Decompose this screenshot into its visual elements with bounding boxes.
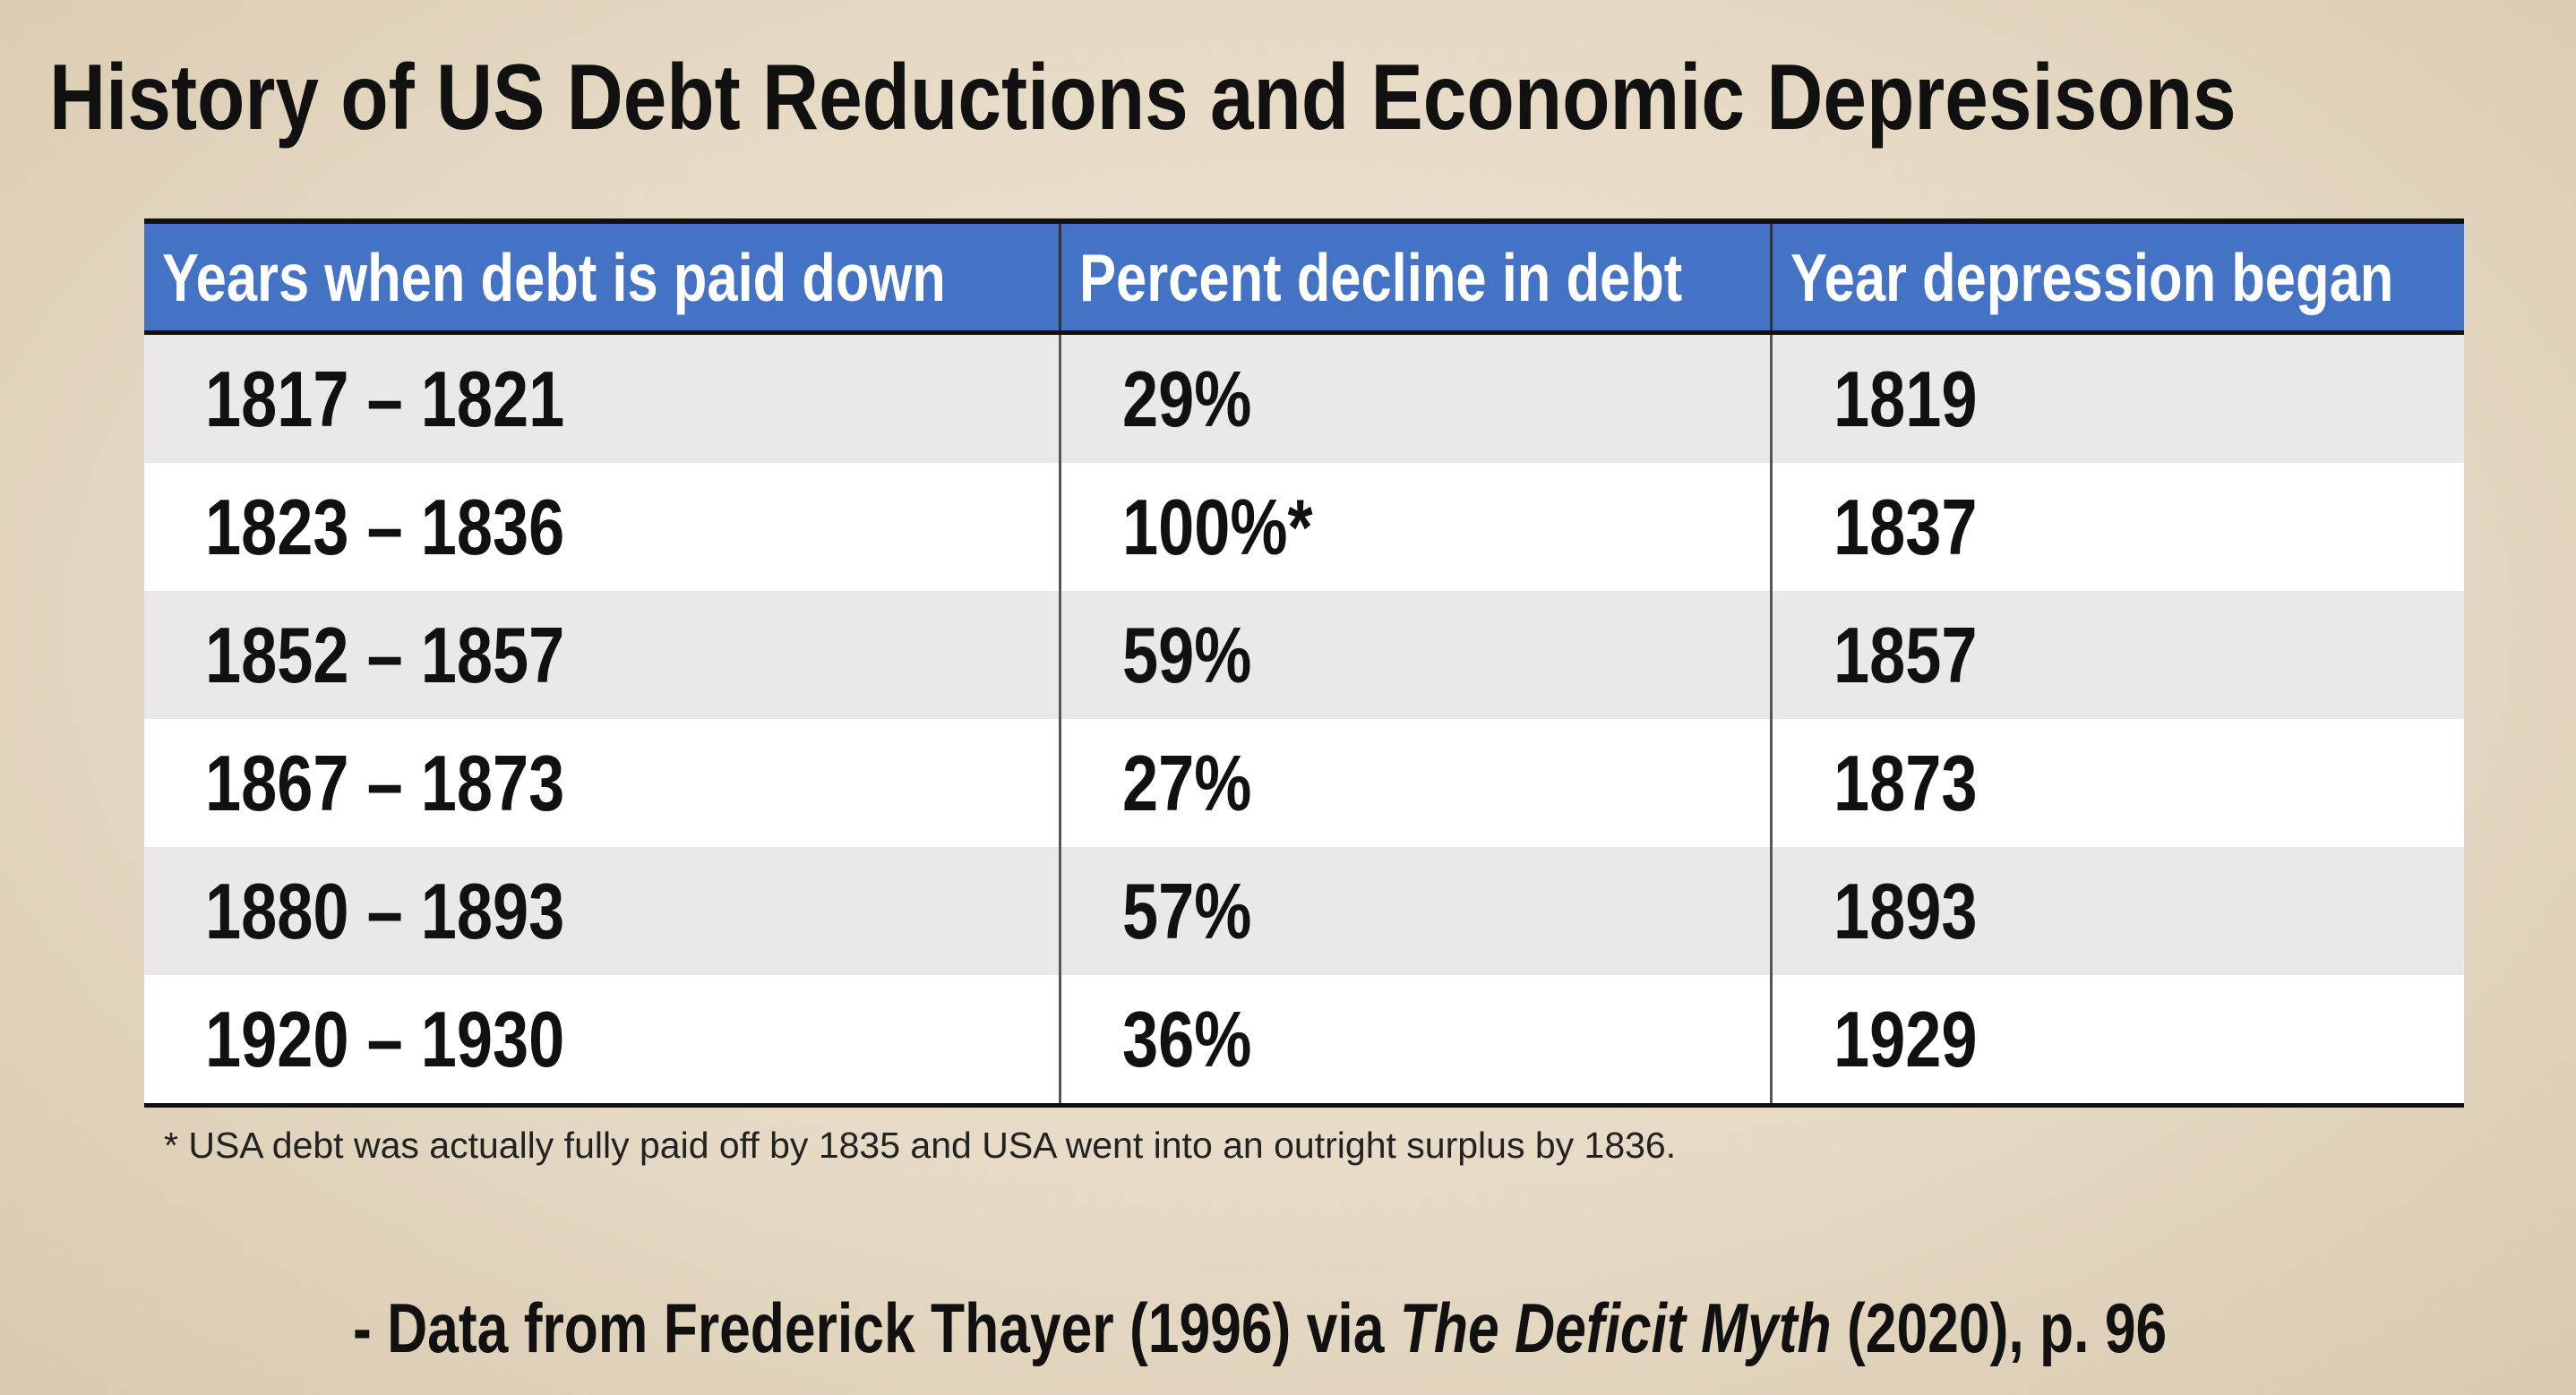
table-cell: 1837 [1769, 463, 2464, 591]
table-row: 1852 – 1857 59% 1857 [144, 591, 2464, 719]
table-cell: 29% [1058, 332, 1771, 463]
cell-text: 1920 – 1930 [205, 994, 565, 1083]
table-cell: 1852 – 1857 [144, 591, 1060, 719]
table-cell: 100%* [1058, 463, 1771, 591]
cell-text: 1852 – 1857 [205, 610, 565, 699]
table-row: 1867 – 1873 27% 1873 [144, 719, 2464, 847]
source: - Data from Frederick Thayer (1996) via … [353, 1288, 2576, 1369]
table-cell: 36% [1058, 975, 1771, 1108]
cell-text: 1880 – 1893 [205, 866, 565, 955]
table-cell: 1857 [1769, 591, 2464, 719]
table-cell: 57% [1058, 847, 1771, 975]
table-row: 1880 – 1893 57% 1893 [144, 847, 2464, 975]
table-cell: 1893 [1769, 847, 2464, 975]
cell-text: 29% [1121, 354, 1251, 443]
header-cell: Year depression began [1769, 218, 2464, 335]
table-head: Years when debt is paid down Percent decl… [144, 218, 2464, 335]
header-cell: Percent decline in debt [1058, 218, 1771, 335]
cell-text: 1823 – 1836 [205, 482, 565, 571]
table-row: 1817 – 1821 29% 1819 [144, 332, 2464, 463]
table-cell: 59% [1058, 591, 1771, 719]
header-text: Percent decline in debt [1078, 239, 1682, 315]
table-body: 1817 – 1821 29% 1819 1823 – 1836 100%* 1837 18… [144, 332, 2464, 1108]
cell-text: 1817 – 1821 [205, 354, 565, 443]
header-text: Years when debt is paid down [162, 239, 946, 315]
table-cell: 27% [1058, 719, 1771, 847]
table-cell: 1867 – 1873 [144, 719, 1060, 847]
cell-text: 36% [1121, 994, 1251, 1083]
cell-text: 27% [1121, 738, 1251, 827]
table-cell: 1873 [1769, 719, 2464, 847]
cell-text: 100%* [1121, 482, 1313, 571]
table-cell: 1929 [1769, 975, 2464, 1108]
table-row: 1823 – 1836 100%* 1837 [144, 463, 2464, 591]
source-book: The Deficit Myth [1399, 1288, 1832, 1367]
table-cell: 1819 [1769, 332, 2464, 463]
header-text: Year depression began [1790, 239, 2393, 315]
table-cell: 1880 – 1893 [144, 847, 1060, 975]
table-cell: 1823 – 1836 [144, 463, 1060, 591]
slide-title: History of US Debt Reductions and Econom… [49, 45, 2576, 151]
table-cell: 1817 – 1821 [144, 332, 1060, 463]
table-row: 1920 – 1930 36% 1929 [144, 975, 2464, 1108]
table-cell: 1920 – 1930 [144, 975, 1060, 1108]
header-row: Years when debt is paid down Percent decl… [144, 218, 2464, 335]
footnote: * USA debt was actually fully paid off b… [164, 1125, 1677, 1166]
cell-text: 1867 – 1873 [205, 738, 565, 827]
title-text: History of US Debt Reductions and Econom… [49, 46, 2237, 150]
cell-text: 1873 [1833, 738, 1978, 827]
cell-text: 1819 [1833, 354, 1978, 443]
debt-table: Years when debt is paid down Percent decl… [144, 218, 2464, 1108]
header-cell: Years when debt is paid down [144, 218, 1060, 335]
cell-text: 1929 [1833, 994, 1978, 1083]
source-line: - Data from Frederick Thayer (1996) via … [353, 1288, 2167, 1369]
source-suffix: (2020), p. 96 [1831, 1288, 2168, 1367]
source-prefix: - Data from Frederick Thayer (1996) via [353, 1288, 1400, 1367]
cell-text: 57% [1121, 866, 1251, 955]
cell-text: 1837 [1833, 482, 1978, 571]
cell-text: 1893 [1833, 866, 1978, 955]
cell-text: 1857 [1833, 610, 1978, 699]
cell-text: 59% [1121, 610, 1251, 699]
